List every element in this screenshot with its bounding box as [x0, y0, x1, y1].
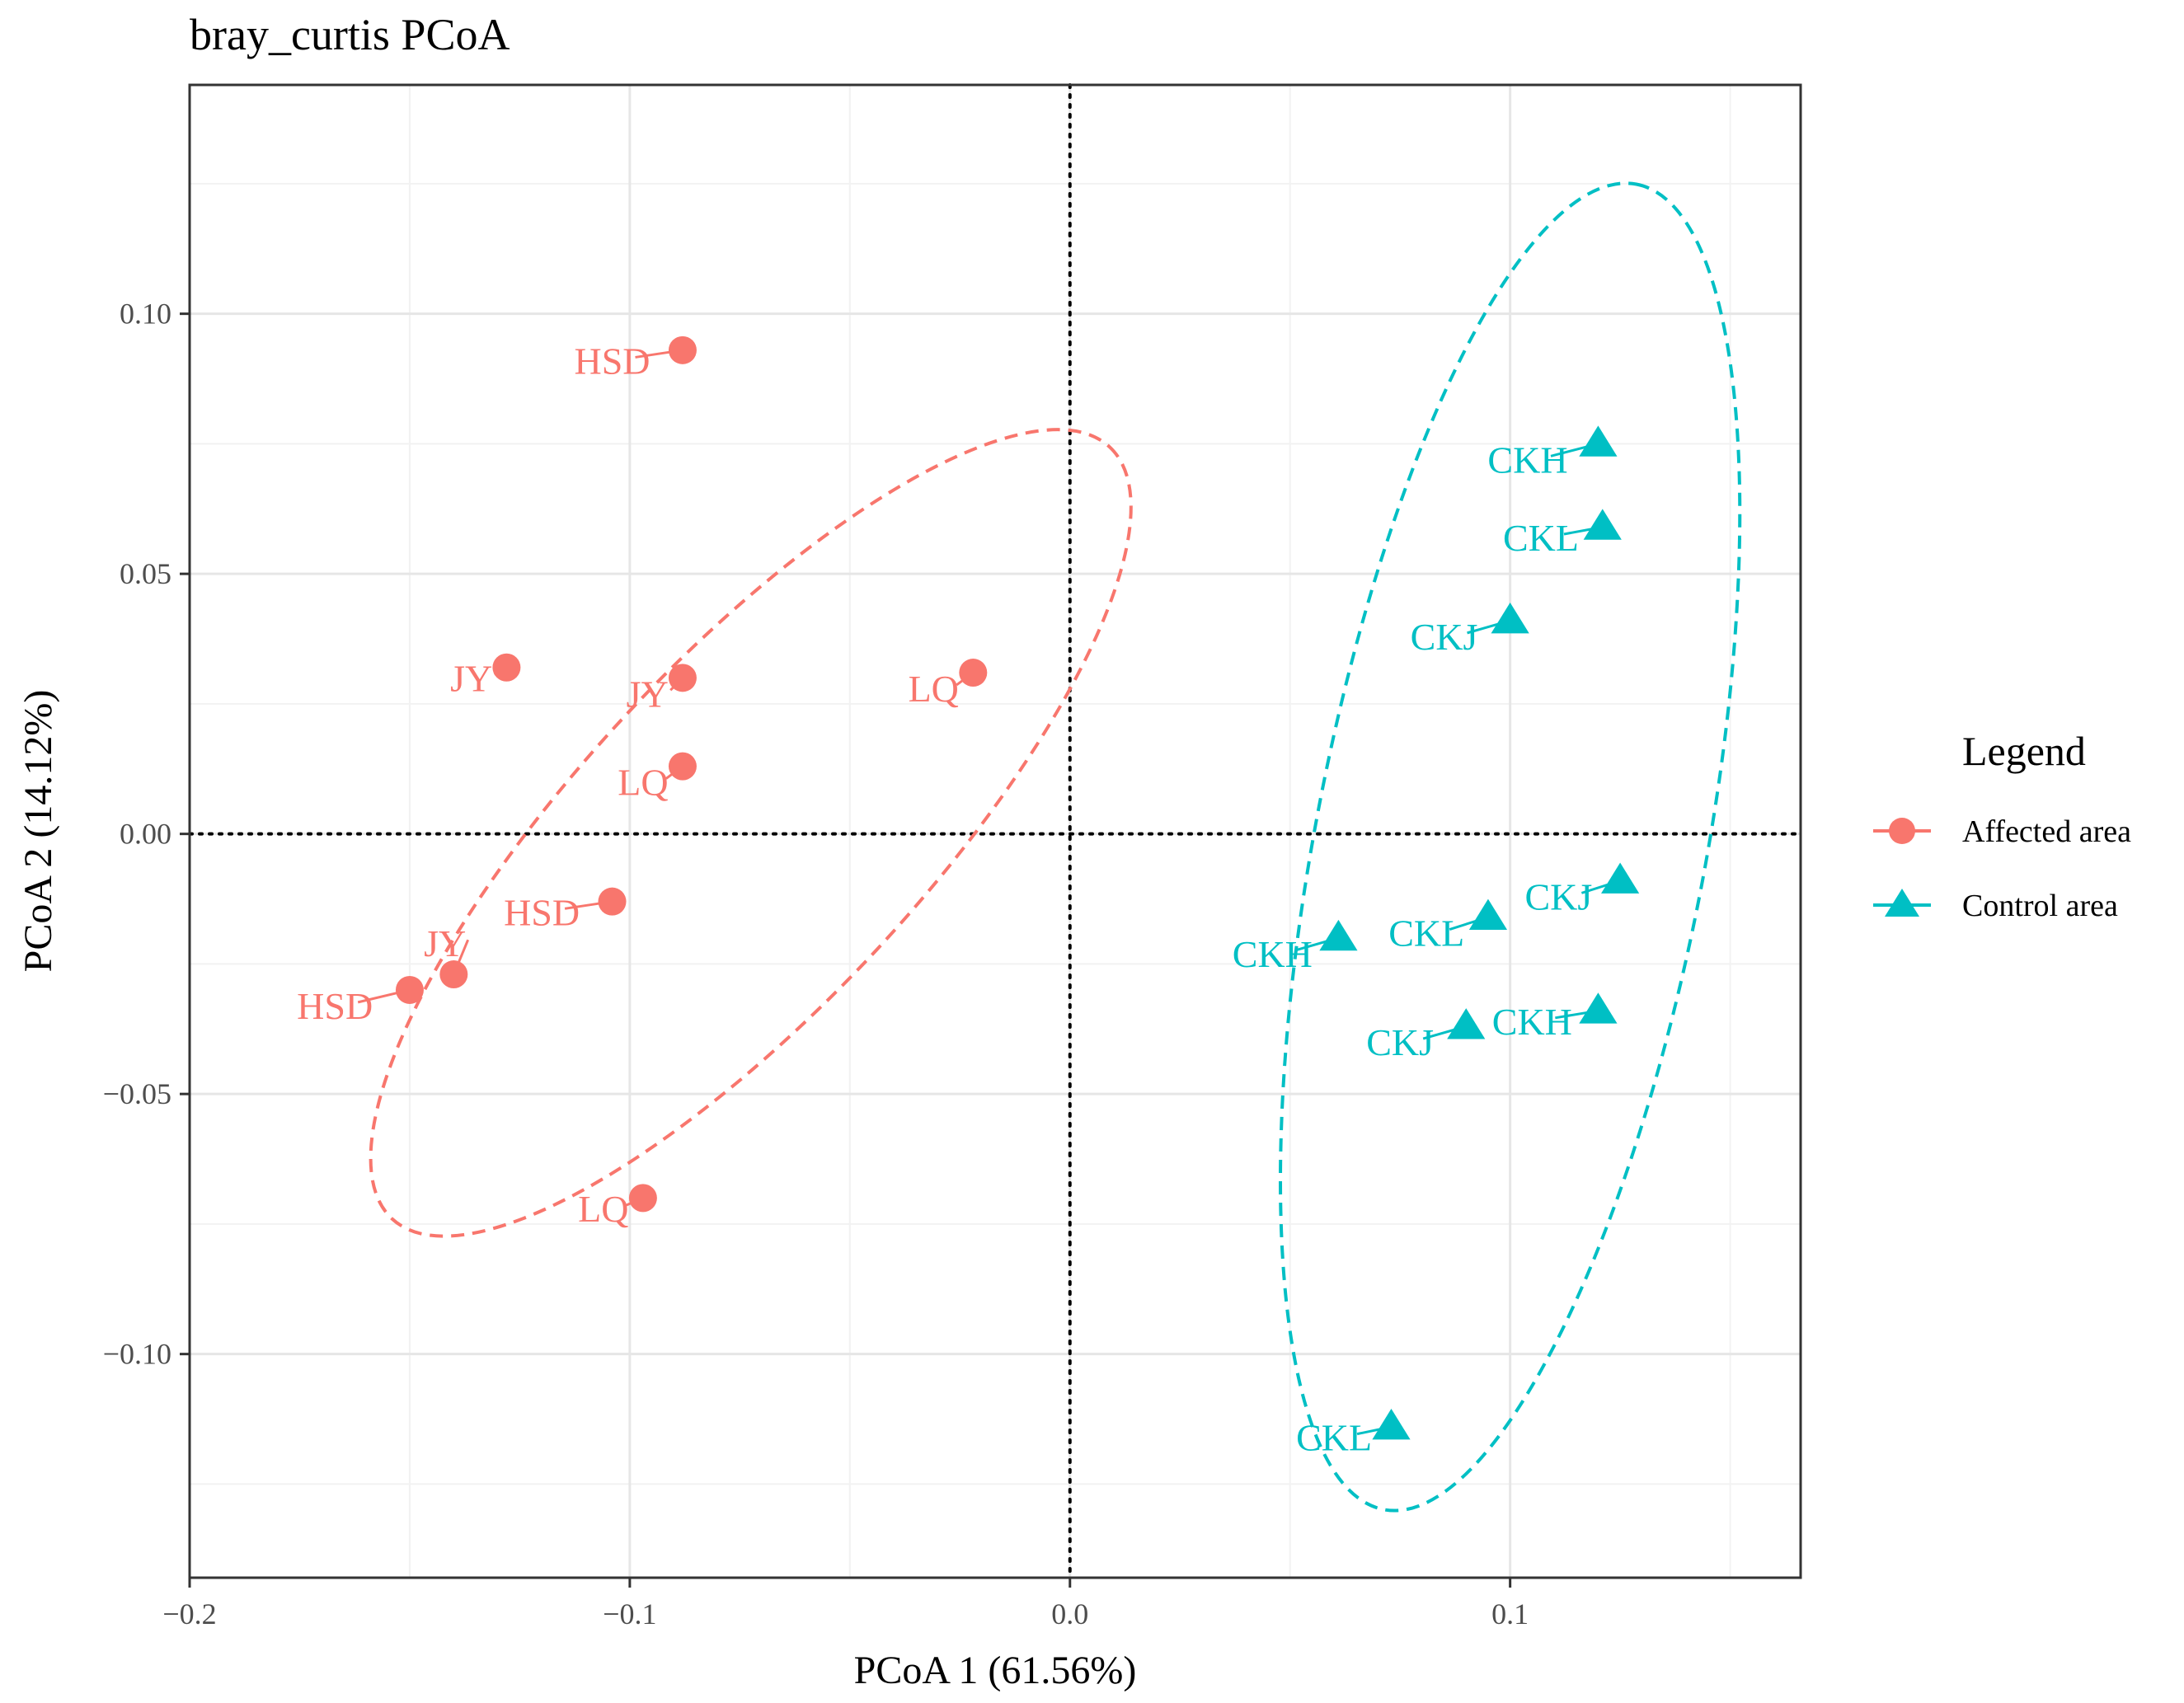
- confidence-ellipses: [369, 181, 1742, 1513]
- affected-point: [959, 659, 988, 687]
- legend-key-triangle: [1885, 889, 1919, 917]
- y-tick-label: 0.10: [120, 298, 171, 331]
- point-label: CKL: [1296, 1417, 1372, 1459]
- x-tick-label: −0.1: [603, 1597, 656, 1630]
- ellipse-affected-area: [369, 428, 1133, 1238]
- control-point: [1468, 898, 1508, 931]
- point-label: HSD: [575, 340, 651, 382]
- point-label: CKJ: [1411, 616, 1478, 658]
- legend-keys: Affected area Control area: [1873, 814, 2131, 923]
- legend-title: Legend: [1962, 728, 2086, 774]
- point-label: JY: [627, 673, 669, 715]
- x-tick-label: 0.0: [1051, 1597, 1088, 1630]
- control-point: [1372, 1409, 1411, 1440]
- major-gridlines: [188, 85, 1801, 1578]
- control-point: [1579, 992, 1618, 1024]
- point-label: HSD: [297, 985, 373, 1027]
- y-tick-label: −0.10: [103, 1338, 171, 1371]
- point-label: JY: [450, 657, 492, 699]
- control-point: [1447, 1008, 1486, 1039]
- legend-label: Affected area: [1962, 814, 2131, 849]
- affected-point: [668, 335, 697, 364]
- point-label: LQ: [578, 1188, 628, 1230]
- point-labels: HSD JY JY LQ LQ HSD JY HSD LQ CKH CKL CKJ CKJ CKL CKH C…: [297, 340, 1592, 1458]
- control-point: [1583, 509, 1622, 540]
- affected-point: [668, 752, 697, 781]
- x-axis-ticks: −0.2 −0.1 0.0 0.1: [162, 1578, 1529, 1630]
- zero-reference-lines: [188, 83, 1802, 1579]
- x-axis-title: PCoA 1 (61.56%): [854, 1649, 1137, 1692]
- control-point: [1601, 862, 1640, 894]
- control-point: [1491, 602, 1529, 634]
- point-label: CKL: [1503, 517, 1579, 559]
- point-label: CKH: [1233, 933, 1313, 975]
- x-tick-label: 0.1: [1491, 1597, 1529, 1630]
- data-points: [395, 335, 1640, 1440]
- point-label: LQ: [618, 762, 668, 804]
- point-label: JY: [424, 922, 466, 964]
- point-label: LQ: [909, 668, 959, 710]
- y-tick-label: 0.00: [120, 818, 171, 851]
- affected-point: [395, 975, 424, 1004]
- control-point: [1579, 425, 1618, 457]
- ellipse-control-area: [1279, 181, 1742, 1513]
- x-tick-label: −0.2: [162, 1597, 216, 1630]
- point-label: CKJ: [1524, 875, 1592, 917]
- legend: Legend Affected area Control area: [1873, 728, 2131, 923]
- point-label: CKH: [1492, 1001, 1572, 1043]
- affected-point: [598, 887, 627, 916]
- affected-point: [492, 653, 521, 682]
- y-axis-title: PCoA 2 (14.12%): [16, 690, 60, 973]
- panel-border: [188, 83, 1802, 1579]
- y-axis-ticks: 0.10 0.05 0.00 −0.05 −0.10: [103, 298, 190, 1371]
- point-label: HSD: [504, 891, 580, 933]
- point-label: CKJ: [1366, 1021, 1434, 1063]
- affected-point: [628, 1184, 657, 1213]
- y-tick-label: 0.05: [120, 557, 171, 590]
- affected-point: [439, 960, 468, 989]
- chart-title: bray_curtis PCoA: [190, 10, 510, 59]
- point-label: CKH: [1487, 439, 1567, 481]
- legend-label: Control area: [1962, 889, 2118, 923]
- minor-gridlines: [190, 85, 1801, 1578]
- y-tick-label: −0.05: [103, 1077, 171, 1110]
- legend-key-circle: [1889, 818, 1915, 844]
- point-label: CKL: [1388, 912, 1464, 955]
- control-point: [1319, 919, 1358, 951]
- affected-point: [668, 664, 697, 692]
